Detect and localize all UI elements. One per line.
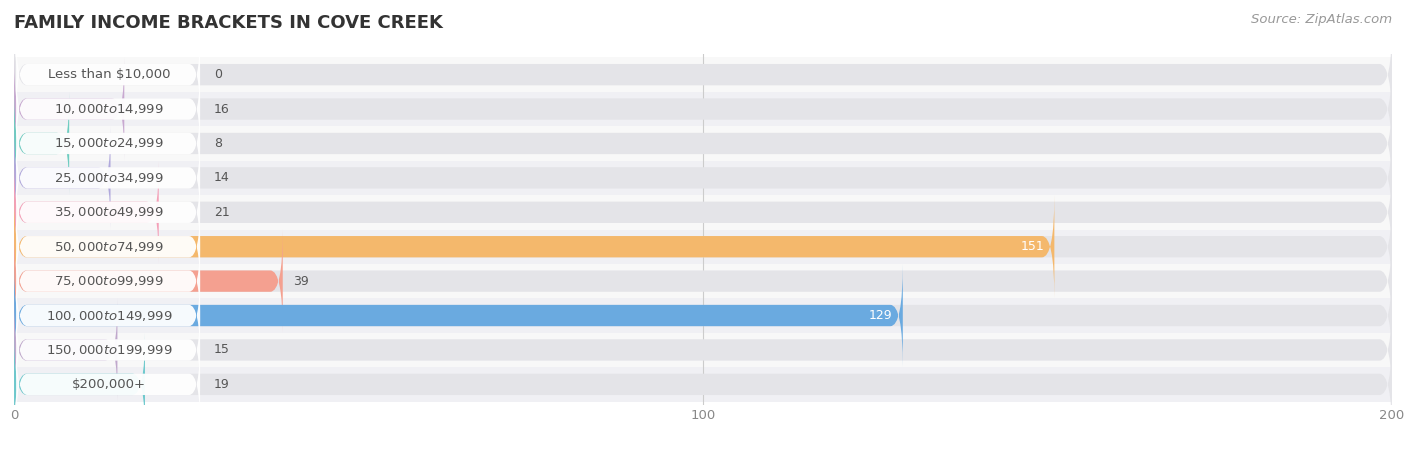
Text: 0: 0 — [214, 68, 222, 81]
FancyBboxPatch shape — [14, 195, 1392, 230]
FancyBboxPatch shape — [14, 367, 1392, 401]
FancyBboxPatch shape — [14, 126, 111, 229]
FancyBboxPatch shape — [14, 58, 1392, 160]
FancyBboxPatch shape — [15, 134, 200, 222]
FancyBboxPatch shape — [14, 298, 1392, 333]
Text: FAMILY INCOME BRACKETS IN COVE CREEK: FAMILY INCOME BRACKETS IN COVE CREEK — [14, 14, 443, 32]
FancyBboxPatch shape — [14, 92, 1392, 126]
Text: $50,000 to $74,999: $50,000 to $74,999 — [55, 240, 165, 254]
FancyBboxPatch shape — [14, 126, 1392, 161]
Text: 129: 129 — [869, 309, 893, 322]
Text: 21: 21 — [214, 206, 229, 219]
Text: Less than $10,000: Less than $10,000 — [48, 68, 170, 81]
FancyBboxPatch shape — [14, 264, 1392, 298]
FancyBboxPatch shape — [15, 99, 200, 188]
Text: 39: 39 — [292, 274, 309, 288]
Text: $25,000 to $34,999: $25,000 to $34,999 — [55, 171, 165, 185]
Text: $35,000 to $49,999: $35,000 to $49,999 — [55, 205, 165, 219]
FancyBboxPatch shape — [14, 230, 283, 333]
FancyBboxPatch shape — [14, 195, 1392, 298]
FancyBboxPatch shape — [14, 230, 1392, 264]
FancyBboxPatch shape — [14, 161, 159, 264]
Text: 8: 8 — [214, 137, 222, 150]
Text: 19: 19 — [214, 378, 229, 391]
FancyBboxPatch shape — [14, 161, 1392, 195]
Text: $10,000 to $14,999: $10,000 to $14,999 — [55, 102, 165, 116]
FancyBboxPatch shape — [15, 202, 200, 291]
FancyBboxPatch shape — [14, 264, 903, 367]
Text: 151: 151 — [1021, 240, 1045, 253]
FancyBboxPatch shape — [15, 271, 200, 360]
FancyBboxPatch shape — [14, 23, 1392, 126]
Text: Source: ZipAtlas.com: Source: ZipAtlas.com — [1251, 14, 1392, 27]
FancyBboxPatch shape — [14, 126, 1392, 229]
Text: $75,000 to $99,999: $75,000 to $99,999 — [55, 274, 165, 288]
FancyBboxPatch shape — [14, 92, 1392, 195]
FancyBboxPatch shape — [15, 168, 200, 256]
FancyBboxPatch shape — [15, 306, 200, 394]
Text: 16: 16 — [214, 103, 229, 116]
FancyBboxPatch shape — [14, 58, 124, 160]
FancyBboxPatch shape — [15, 340, 200, 429]
Text: $150,000 to $199,999: $150,000 to $199,999 — [46, 343, 173, 357]
FancyBboxPatch shape — [14, 333, 1392, 436]
FancyBboxPatch shape — [14, 333, 145, 436]
Text: 15: 15 — [214, 343, 229, 356]
Text: $200,000+: $200,000+ — [72, 378, 146, 391]
FancyBboxPatch shape — [14, 58, 1392, 92]
FancyBboxPatch shape — [14, 92, 69, 195]
FancyBboxPatch shape — [15, 237, 200, 325]
FancyBboxPatch shape — [15, 30, 200, 119]
FancyBboxPatch shape — [14, 299, 118, 401]
FancyBboxPatch shape — [14, 264, 1392, 367]
FancyBboxPatch shape — [14, 161, 1392, 264]
FancyBboxPatch shape — [14, 333, 1392, 367]
FancyBboxPatch shape — [15, 65, 200, 153]
Text: $100,000 to $149,999: $100,000 to $149,999 — [46, 309, 173, 323]
Text: 14: 14 — [214, 171, 229, 184]
FancyBboxPatch shape — [14, 195, 1054, 298]
FancyBboxPatch shape — [14, 230, 1392, 333]
FancyBboxPatch shape — [14, 299, 1392, 401]
Text: $15,000 to $24,999: $15,000 to $24,999 — [55, 136, 165, 150]
